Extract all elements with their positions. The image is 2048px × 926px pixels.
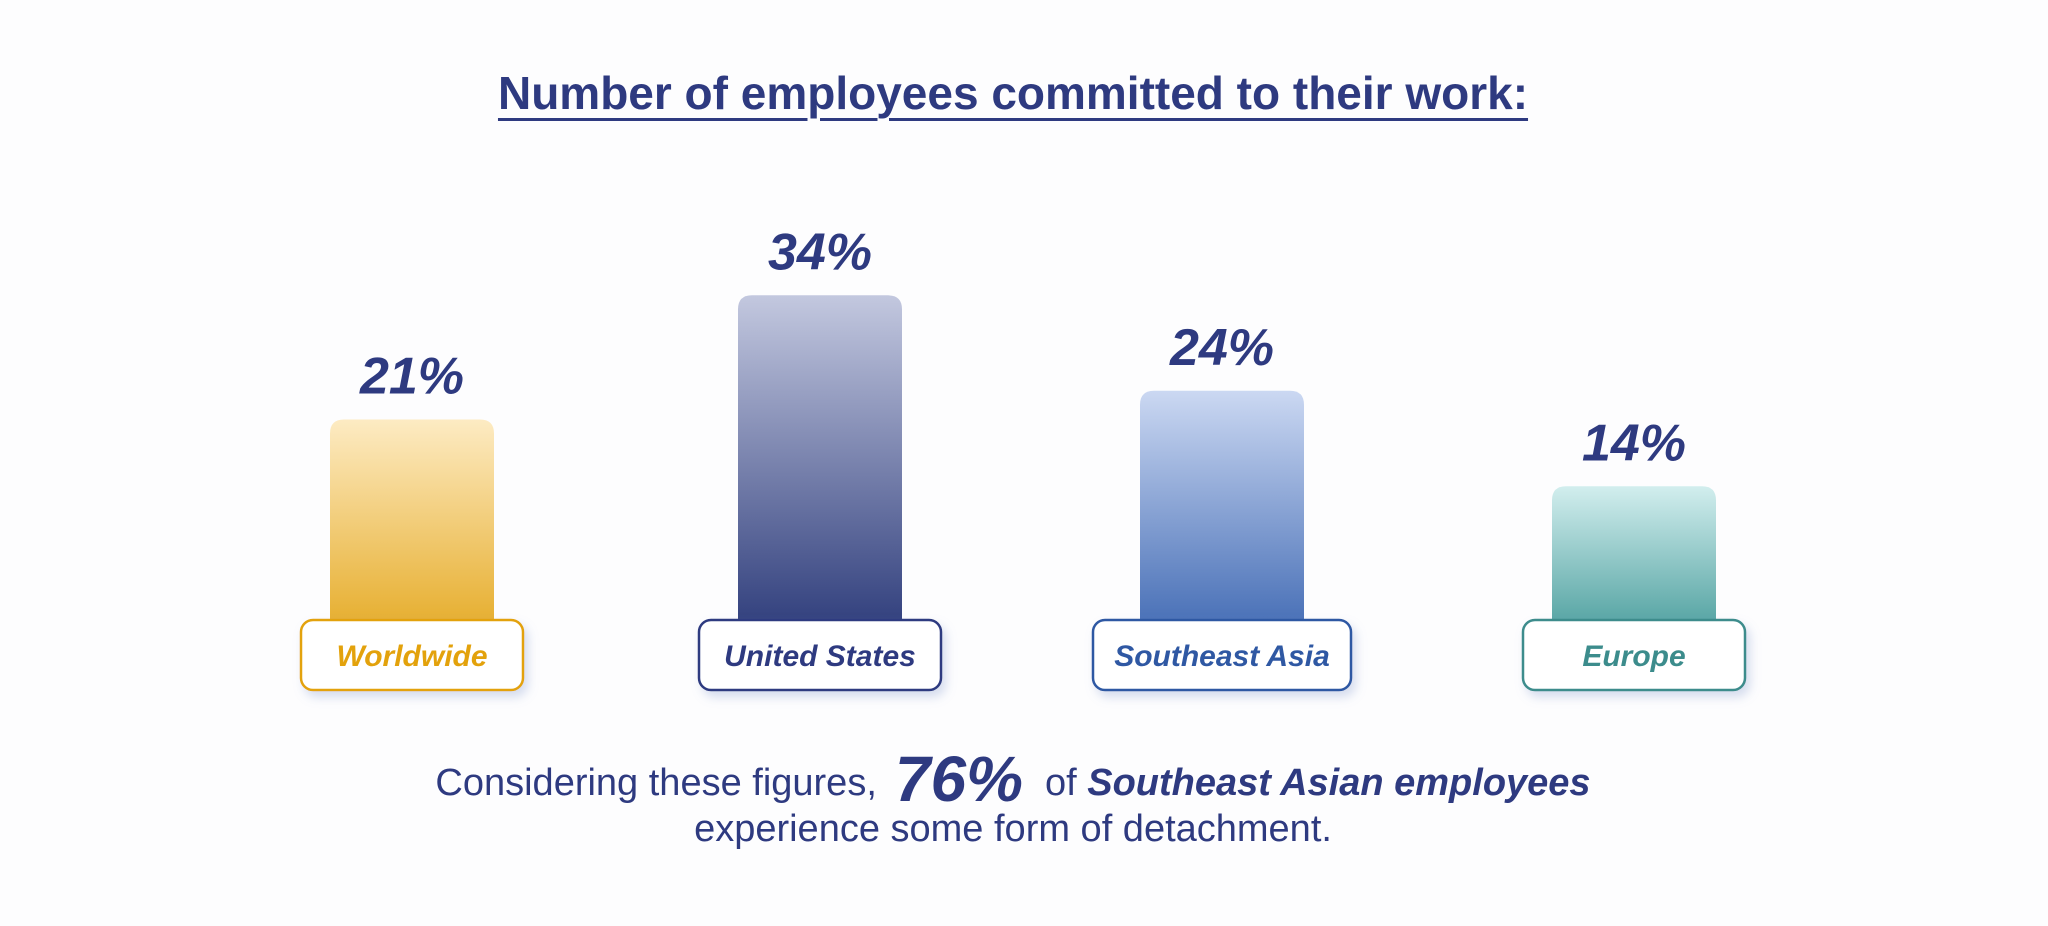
bar-worldwide: [330, 419, 494, 620]
footnote-text-3: experience some form of detachment.: [694, 808, 1332, 850]
category-box-europe: [1521, 618, 1747, 692]
chart-title-text: Number of employees committed to their w…: [497, 67, 1529, 119]
footnote-text-1: Considering these figures,: [435, 762, 877, 804]
value-label-southeast-asia: 24%: [1169, 319, 1274, 377]
category-label-southeast-asia: Southeast Asia: [1114, 640, 1330, 673]
value-label-united-states: 34%: [768, 223, 872, 281]
category-box-united-states: [697, 618, 943, 692]
bar-southeast-asia: [1140, 390, 1304, 620]
value-label-worldwide: 21%: [359, 347, 464, 405]
category-box-worldwide: [299, 618, 525, 692]
chart-title: Number of employees committed to their w…: [0, 66, 2026, 120]
bar-united-states: [738, 295, 902, 620]
footnote-highlight-value: 76%: [894, 743, 1023, 815]
footnote-line-1: Considering these figures, 76% of Southeas…: [0, 742, 2026, 816]
chart-bars: 21% Worldwide 34% United States 24% Southeast…: [299, 223, 1747, 692]
category-label-united-states: United States: [724, 640, 916, 673]
category-label-europe: Europe: [1582, 640, 1685, 673]
bar-europe: [1552, 486, 1716, 620]
category-label-worldwide: Worldwide: [336, 640, 487, 673]
footnote-line-2: experience some form of detachment.: [0, 808, 2026, 851]
footnote-text-2: of: [1044, 762, 1077, 804]
footnote-emphasis: Southeast Asian employees: [1087, 762, 1591, 804]
value-label-europe: 14%: [1582, 414, 1686, 472]
category-box-southeast-asia: [1091, 618, 1353, 692]
